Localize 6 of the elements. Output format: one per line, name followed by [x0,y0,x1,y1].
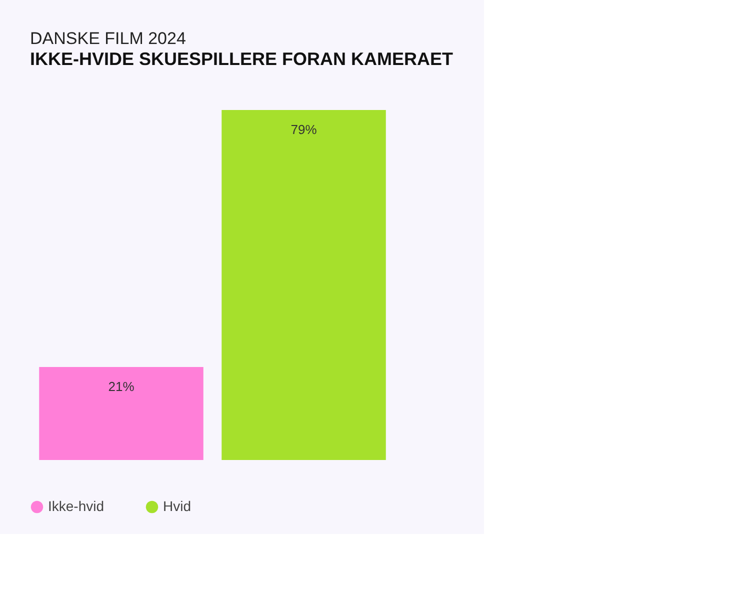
chart-title: DANSKE FILM 2024 [30,29,186,48]
data-label: 79% [290,122,318,137]
data-label: 21% [108,378,135,394]
legend-label: Ikke-hvid [48,498,104,514]
legend-label: Hvid [163,498,192,514]
chart-subtitle: IKKE-HVIDE SKUESPILLERE FORAN KAMERAET [30,49,454,69]
